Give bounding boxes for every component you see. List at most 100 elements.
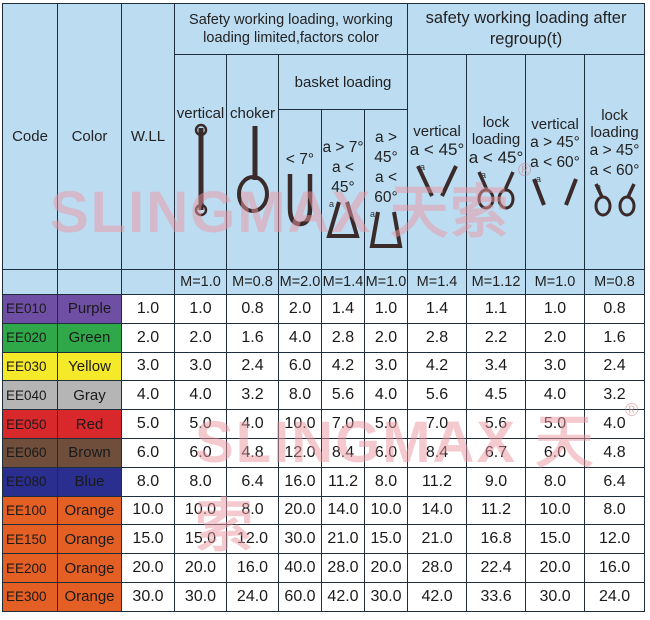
load-value: 4.2: [407, 351, 468, 382]
sling-code: EE010: [2, 294, 58, 324]
header-code: Code: [2, 3, 58, 270]
sling-color: Purple: [57, 294, 122, 324]
sling-code: EE080: [2, 466, 58, 497]
load-value: 6.0: [363, 437, 409, 468]
load-value: 5.6: [466, 409, 527, 439]
basket-triangle-icon: a: [326, 199, 360, 238]
header-vertical-label: vertical: [176, 104, 225, 122]
header-basket-45-60-cell: a > 45° a < 60° a: [363, 109, 409, 270]
sling-load-table: Code Color W.LL Safety working loading, …: [2, 3, 646, 612]
load-value: 8.0: [174, 466, 227, 497]
load-value: 16.8: [466, 524, 527, 555]
load-value: 1.4: [407, 294, 468, 324]
table-row: EE150 Orange 15.0 15.0 12.0 30.0 21.0 15.0 21.0 1…: [2, 524, 646, 555]
load-value: 4.0: [525, 380, 586, 411]
header-vertical-cell: vertical: [174, 54, 227, 270]
wll-value: 3.0: [121, 351, 175, 382]
load-value: 6.7: [466, 437, 527, 468]
table-row: EE010 Purple 1.0 1.0 0.8 2.0 1.4 1.0 1.4 1.1 1.0 0.…: [2, 294, 646, 324]
wll-value: 20.0: [121, 553, 175, 583]
load-value: 1.4: [321, 294, 365, 324]
load-value: 3.2: [584, 380, 646, 411]
load-value: 7.0: [407, 409, 468, 439]
load-value: 4.0: [363, 380, 409, 411]
sling-load-table-wrapper: Code Color W.LL Safety working loading, …: [2, 3, 646, 612]
sling-color: Orange: [57, 581, 122, 612]
load-value: 3.0: [525, 351, 586, 382]
load-value: 16.0: [226, 553, 279, 583]
header-choker-label: choker: [229, 104, 276, 122]
table-row: EE030 Yellow 3.0 3.0 2.4 6.0 4.2 3.0 4.2 3.4 3.0 2.…: [2, 351, 646, 382]
load-value: 7.0: [321, 409, 365, 439]
load-value: 10.0: [363, 495, 409, 526]
header-basket-lt45: a < 45°: [331, 158, 355, 196]
load-value: 21.0: [321, 524, 365, 555]
table-row: EE050 Red 5.0 5.0 4.0 10.0 7.0 5.0 7.0 5.6 5.0 4.0: [2, 409, 646, 439]
sling-code: EE030: [2, 351, 58, 382]
factor-cell: M=1.4: [321, 269, 365, 295]
load-value: 0.8: [584, 294, 646, 324]
load-value: 2.4: [584, 351, 646, 382]
load-value: 4.5: [466, 380, 527, 411]
factor-cell: M=0.8: [226, 269, 279, 295]
sling-color: Orange: [57, 553, 122, 583]
sling-code: EE050: [2, 409, 58, 439]
two-leg-vertical-icon: a: [416, 162, 458, 197]
load-value: 6.0: [278, 351, 322, 382]
load-value: 4.2: [321, 351, 365, 382]
load-value: 10.0: [174, 495, 227, 526]
load-value: 10.0: [278, 409, 322, 439]
sling-color: Gray: [57, 380, 122, 411]
sling-color: Brown: [57, 437, 122, 468]
load-value: 4.8: [584, 437, 646, 468]
sling-color: Red: [57, 409, 122, 439]
header-basket-lt60: a < 60°: [374, 168, 398, 206]
header-angle-gt45-lock: a > 45°: [589, 142, 640, 159]
table-row: EE100 Orange 10.0 10.0 8.0 20.0 14.0 10.0 14.0 11…: [2, 495, 646, 526]
header-basket-7-45-cell: a > 7° a < 45° a: [321, 109, 365, 270]
factor-cell: M=1.0: [174, 269, 227, 295]
table-row: EE020 Green 2.0 2.0 1.6 4.0 2.8 2.0 2.8 2.2 2.0 1.6: [2, 322, 646, 353]
angle-a-marker: a: [481, 170, 486, 180]
load-value: 2.8: [321, 322, 365, 353]
vertical-hitch-icon: [194, 123, 207, 216]
load-value: 60.0: [278, 581, 322, 612]
load-value: 21.0: [407, 524, 468, 555]
header-angle-lt45-lock: a < 45°: [468, 148, 524, 167]
load-value: 1.0: [363, 294, 409, 324]
factor-spacer: [121, 269, 175, 295]
load-value: 8.0: [226, 495, 279, 526]
basket-u-icon: [287, 173, 313, 226]
wll-value: 8.0: [121, 466, 175, 497]
load-value: 0.8: [226, 294, 279, 324]
factor-cell: M=1.0: [525, 269, 586, 295]
factor-cell: M=1.0: [363, 269, 409, 295]
header-angle-gt45: a > 45°: [530, 133, 580, 151]
sling-code: EE200: [2, 553, 58, 583]
wll-value: 15.0: [121, 524, 175, 555]
wll-value: 6.0: [121, 437, 175, 468]
header-angle-lt60: a < 60°: [530, 153, 580, 171]
wll-value: 1.0: [121, 294, 175, 324]
header-lock-loading2-label: lock loading: [590, 107, 639, 141]
load-value: 2.0: [363, 322, 409, 353]
angle-a-marker: a: [370, 209, 375, 219]
sling-code: EE040: [2, 380, 58, 411]
load-value: 8.0: [278, 380, 322, 411]
sling-color: Blue: [57, 466, 122, 497]
load-value: 14.0: [321, 495, 365, 526]
load-value: 4.0: [226, 409, 279, 439]
two-leg-choker-wide-icon: a: [593, 182, 636, 217]
sling-code: EE150: [2, 524, 58, 555]
sling-code: EE020: [2, 322, 58, 353]
factor-cell: M=1.4: [407, 269, 468, 295]
load-value: 3.0: [363, 351, 409, 382]
load-value: 30.0: [363, 581, 409, 612]
load-value: 42.0: [321, 581, 365, 612]
load-value: 2.0: [174, 322, 227, 353]
load-value: 1.0: [525, 294, 586, 324]
table-row: EE060 Brown 6.0 6.0 4.8 12.0 8.4 6.0 8.4 6.7 6.0 4.…: [2, 437, 646, 468]
two-leg-vertical-wide-icon: a: [532, 174, 578, 206]
header-wll: W.LL: [121, 3, 175, 270]
factor-cell: M=0.8: [584, 269, 646, 295]
